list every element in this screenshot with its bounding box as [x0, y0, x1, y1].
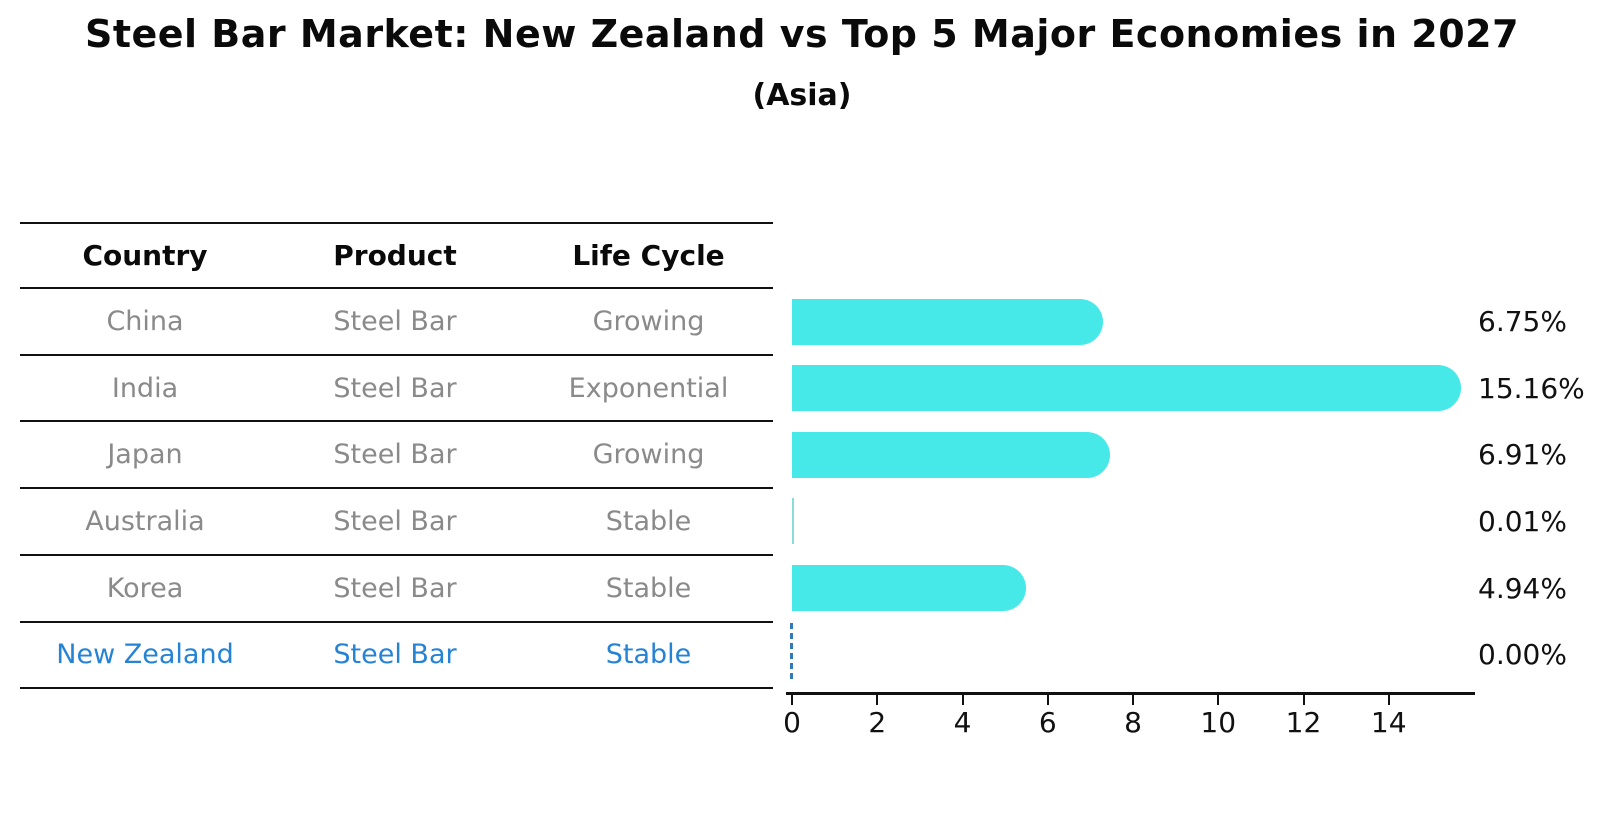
x-tick-label: 2 [868, 706, 887, 739]
x-tick-mark [1302, 694, 1305, 705]
product-cell: Steel Bar [333, 639, 457, 670]
country-cell: Australia [85, 506, 205, 537]
x-tick-label: 14 [1370, 706, 1407, 739]
x-tick-label: 0 [783, 706, 801, 739]
value-label: 6.91% [1478, 438, 1567, 471]
chart-title: Steel Bar Market: New Zealand vs Top 5 M… [84, 12, 1520, 56]
table-row-divider [20, 621, 773, 623]
value-label: 15.16% [1478, 372, 1585, 405]
table-header-border [20, 287, 773, 289]
x-axis-line [786, 692, 1475, 695]
life-cycle-cell: Growing [592, 306, 705, 337]
country-cell: Korea [106, 573, 184, 604]
table-row-divider [20, 354, 773, 356]
product-cell: Steel Bar [333, 373, 457, 404]
x-tick-label: 10 [1200, 706, 1237, 739]
product-cell: Steel Bar [333, 306, 457, 337]
bar-australia [792, 498, 794, 544]
x-tick-mark [1387, 694, 1390, 705]
table-row-divider [20, 420, 773, 422]
value-label: 0.01% [1478, 505, 1567, 538]
bar-china [792, 299, 1103, 345]
value-label: 0.00% [1478, 638, 1567, 671]
value-label: 6.75% [1478, 305, 1567, 338]
value-label: 4.94% [1478, 572, 1567, 605]
life-cycle-cell: Exponential [568, 373, 729, 404]
product-cell: Steel Bar [333, 506, 457, 537]
country-cell: China [106, 306, 184, 337]
bar-india [792, 365, 1462, 411]
column-header-country: Country [82, 239, 208, 272]
country-cell: New Zealand [56, 639, 234, 670]
bar-japan [792, 432, 1110, 478]
column-header-product: Product [333, 239, 457, 272]
x-tick-label: 12 [1285, 706, 1322, 739]
chart-subtitle: (Asia) [752, 78, 852, 113]
x-tick-label: 4 [953, 706, 972, 739]
x-tick-label: 6 [1038, 706, 1057, 739]
life-cycle-cell: Stable [605, 573, 692, 604]
bar-korea [792, 565, 1026, 611]
country-cell: Japan [107, 439, 183, 470]
life-cycle-cell: Stable [605, 639, 692, 670]
x-tick-label: 8 [1124, 706, 1142, 739]
life-cycle-cell: Growing [592, 439, 705, 470]
table-row-divider [20, 554, 773, 556]
x-tick-mark [1046, 694, 1049, 705]
new-zealand-zero-dashed-line [790, 623, 793, 681]
product-cell: Steel Bar [333, 439, 457, 470]
x-tick-mark [876, 694, 879, 705]
x-tick-mark [791, 694, 793, 705]
x-tick-mark [961, 694, 964, 705]
column-header-life-cycle: Life Cycle [572, 239, 725, 272]
table-bottom-border [20, 687, 773, 689]
life-cycle-cell: Stable [605, 506, 692, 537]
table-row-divider [20, 487, 773, 489]
x-tick-mark [1132, 694, 1134, 705]
country-cell: India [111, 373, 179, 404]
x-tick-mark [1217, 694, 1220, 705]
table-top-border [20, 222, 773, 224]
product-cell: Steel Bar [333, 573, 457, 604]
